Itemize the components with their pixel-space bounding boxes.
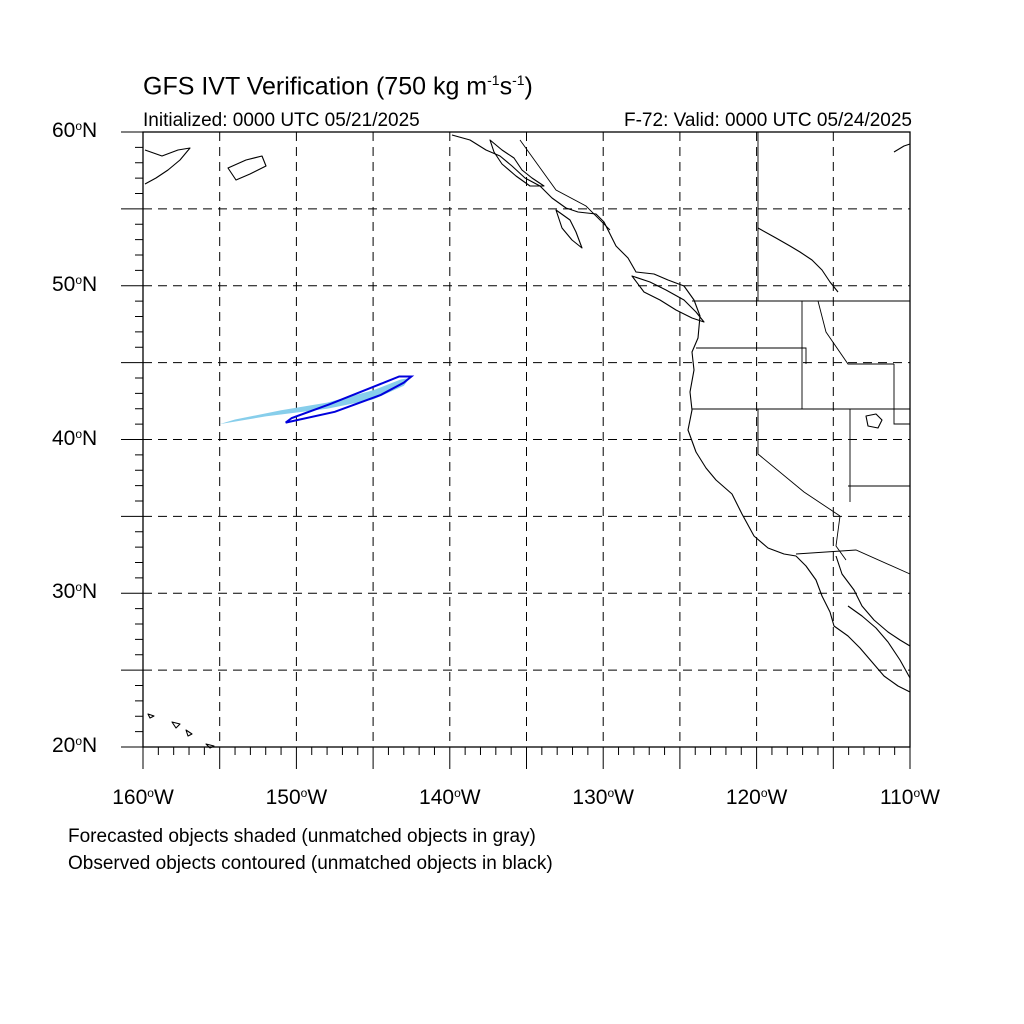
forecast-object-shaded <box>219 378 410 425</box>
border-us-mexico <box>795 549 911 575</box>
axis-ticks <box>121 131 911 769</box>
map-gridlines <box>143 132 910 747</box>
observed-object-contour <box>285 375 415 424</box>
coastline-layer <box>144 134 911 749</box>
lat-label-20: 20oN <box>52 734 98 757</box>
legend-note-observed: Observed objects contoured (unmatched ob… <box>68 853 553 874</box>
valid-time: F-72: Valid: 0000 UTC 05/24/2025 <box>624 110 912 131</box>
border-wa-or <box>696 347 807 364</box>
lon-label-150: 150oW <box>265 786 328 809</box>
lat-label-40: 40oN <box>52 426 98 450</box>
ivt-objects-layer <box>219 375 415 425</box>
coastline-vancouver-island <box>631 275 705 323</box>
coastline-alaska-peninsula <box>144 147 191 185</box>
border-idaho-montana <box>817 300 894 365</box>
great-salt-lake <box>865 413 883 429</box>
lon-label-110: 110oW <box>880 786 940 809</box>
lon-label-120: 120oW <box>725 786 788 809</box>
border-ca-nv <box>757 409 841 517</box>
border-wyoming <box>893 364 910 425</box>
lat-label-50: 50oN <box>52 272 98 296</box>
initialized-time: Initialized: 0000 UTC 05/21/2025 <box>143 110 420 131</box>
lon-label-160: 160oW <box>112 786 174 809</box>
lat-label-30: 30oN <box>52 580 98 604</box>
lat-label-60: 60oN <box>52 119 98 142</box>
lon-label-140: 140oW <box>419 786 481 809</box>
border-alaska-canada <box>519 139 611 231</box>
coastline-baja-east <box>835 555 911 647</box>
legend-note-forecast: Forecasted objects shaded (unmatched obj… <box>68 826 536 847</box>
coastline-mexico-mainland <box>847 605 911 679</box>
coastline-kodiak <box>227 155 267 181</box>
border-ca-az <box>835 515 847 561</box>
hawaii-islands <box>147 713 215 749</box>
coastline-west-coast <box>451 134 797 557</box>
coastline-northeast <box>893 143 911 153</box>
chart-title: GFS IVT Verification (750 kg m-1s-1) <box>143 72 533 101</box>
coastline-bc-islands <box>555 209 583 249</box>
coastline-baja <box>795 555 911 693</box>
inland-water-line <box>757 227 839 293</box>
lon-label-130: 130oW <box>572 786 634 809</box>
coastline-se-alaska <box>489 139 545 187</box>
political-borders-layer <box>519 132 911 575</box>
